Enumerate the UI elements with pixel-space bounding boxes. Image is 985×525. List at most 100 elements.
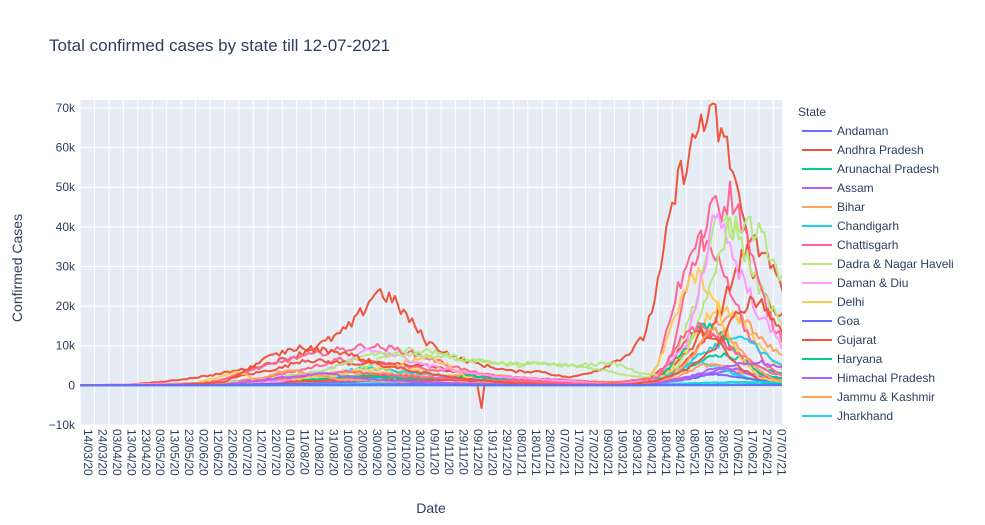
x-tick-label: 07/02/21 bbox=[558, 429, 572, 476]
y-tick-label: 0 bbox=[68, 378, 75, 392]
legend-label: Chandigarh bbox=[837, 219, 899, 233]
legend-label: Jammu & Kashmir bbox=[837, 390, 935, 404]
x-tick-label: 10/10/20 bbox=[384, 429, 398, 476]
x-tick-label: 30/10/20 bbox=[413, 429, 427, 476]
x-tick-label: 20/10/20 bbox=[399, 429, 413, 476]
legend-item: Andaman bbox=[802, 124, 888, 138]
x-tick-label: 03/04/20 bbox=[110, 429, 124, 476]
x-tick-label: 30/09/20 bbox=[370, 429, 384, 476]
x-tick-label: 10/09/20 bbox=[341, 429, 355, 476]
legend-item: Assam bbox=[802, 181, 874, 195]
legend-label: Arunachal Pradesh bbox=[837, 162, 939, 176]
x-tick-label: 19/03/21 bbox=[615, 429, 629, 476]
x-tick-label: 27/06/21 bbox=[760, 429, 774, 476]
legend-label: Andhra Pradesh bbox=[837, 143, 924, 157]
legend-item: Dadra & Nagar Haveli bbox=[802, 257, 954, 271]
x-tick-label: 27/02/21 bbox=[587, 429, 601, 476]
x-tick-label: 01/08/20 bbox=[283, 429, 297, 476]
legend-label: Chattisgarh bbox=[837, 238, 898, 252]
x-tick-label: 23/05/20 bbox=[182, 429, 196, 476]
legend-item: Gujarat bbox=[802, 333, 877, 347]
x-tick-label: 13/05/20 bbox=[168, 429, 182, 476]
x-tick-label: 29/11/20 bbox=[457, 429, 471, 475]
y-tick-label: 10k bbox=[56, 339, 76, 353]
x-tick-label: 29/12/20 bbox=[500, 429, 514, 476]
x-tick-label: 21/08/20 bbox=[312, 429, 326, 476]
y-tick-label: −10k bbox=[49, 418, 76, 432]
y-tick-label: 60k bbox=[56, 141, 76, 155]
legend-item: Haryana bbox=[802, 352, 883, 366]
y-tick-label: 70k bbox=[56, 101, 76, 115]
legend-label: Jharkhand bbox=[837, 409, 893, 423]
y-tick-label: 50k bbox=[56, 180, 76, 194]
x-tick-label: 28/05/21 bbox=[717, 429, 731, 476]
y-tick-label: 20k bbox=[56, 299, 76, 313]
x-tick-label: 07/07/21 bbox=[774, 429, 788, 476]
x-tick-label: 14/03/20 bbox=[81, 429, 95, 476]
x-tick-label: 08/01/21 bbox=[514, 429, 528, 476]
x-tick-label: 09/11/20 bbox=[428, 429, 442, 475]
x-tick-label: 28/04/21 bbox=[673, 429, 687, 476]
legend-item: Bihar bbox=[802, 200, 865, 214]
chart-title: Total confirmed cases by state till 12-0… bbox=[49, 36, 390, 55]
x-tick-label: 18/04/21 bbox=[659, 429, 673, 476]
x-tick-label: 28/01/21 bbox=[543, 429, 557, 476]
x-tick-label: 22/07/20 bbox=[269, 429, 283, 476]
legend-item: Arunachal Pradesh bbox=[802, 162, 939, 176]
x-tick-label: 08/05/21 bbox=[688, 429, 702, 476]
x-tick-label: 24/03/20 bbox=[95, 429, 109, 476]
x-tick-label: 09/03/21 bbox=[601, 429, 615, 476]
y-tick-label: 30k bbox=[56, 259, 76, 273]
x-tick-label: 17/02/21 bbox=[572, 429, 586, 476]
legend-label: Andaman bbox=[837, 124, 888, 138]
x-tick-label: 03/05/20 bbox=[153, 429, 167, 476]
x-tick-label: 11/08/20 bbox=[298, 429, 312, 475]
x-axis-title: Date bbox=[416, 500, 446, 516]
series-group bbox=[80, 102, 782, 409]
x-tick-label: 23/04/20 bbox=[139, 429, 153, 476]
x-tick-label: 17/06/21 bbox=[745, 429, 759, 476]
x-tick-label: 20/09/20 bbox=[355, 429, 369, 476]
legend-label: Dadra & Nagar Haveli bbox=[837, 257, 954, 271]
series-line bbox=[80, 295, 782, 387]
x-tick-label: 29/03/21 bbox=[630, 429, 644, 476]
x-tick-label: 02/07/20 bbox=[240, 429, 254, 476]
x-tick-label: 08/04/21 bbox=[644, 429, 658, 476]
x-tick-label: 02/06/20 bbox=[197, 429, 211, 476]
legend-item: Daman & Diu bbox=[802, 276, 908, 290]
y-axis-title: Confirmed Cases bbox=[9, 214, 25, 322]
legend-item: Jammu & Kashmir bbox=[802, 390, 935, 404]
legend-item: Jharkhand bbox=[802, 409, 893, 423]
legend-title: State bbox=[798, 105, 826, 119]
legend-label: Goa bbox=[837, 314, 860, 328]
legend-item: Delhi bbox=[802, 295, 864, 309]
legend-item: Himachal Pradesh bbox=[802, 371, 935, 385]
x-tick-label: 18/01/21 bbox=[529, 429, 543, 476]
x-tick-label: 07/06/21 bbox=[731, 429, 745, 476]
legend-label: Assam bbox=[837, 181, 874, 195]
y-tick-label: 40k bbox=[56, 220, 76, 234]
legend-label: Himachal Pradesh bbox=[837, 371, 935, 385]
x-tick-label: 19/12/20 bbox=[485, 429, 499, 476]
x-tick-label: 18/05/21 bbox=[702, 429, 716, 476]
legend-item: Chandigarh bbox=[802, 219, 899, 233]
legend-label: Daman & Diu bbox=[837, 276, 908, 290]
legend-label: Haryana bbox=[837, 352, 883, 366]
legend-label: Bihar bbox=[837, 200, 865, 214]
legend-item: Goa bbox=[802, 314, 860, 328]
legend-item: Andhra Pradesh bbox=[802, 143, 924, 157]
x-tick-label: 13/04/20 bbox=[124, 429, 138, 476]
x-tick-label: 31/08/20 bbox=[327, 429, 341, 476]
series-line bbox=[80, 102, 782, 387]
legend: State Andaman Andhra Pradesh Arunachal Prad… bbox=[798, 105, 954, 423]
legend-label: Delhi bbox=[837, 295, 864, 309]
x-tick-label: 09/12/20 bbox=[471, 429, 485, 476]
x-tick-label: 22/06/20 bbox=[225, 429, 239, 476]
x-tick-label: 12/07/20 bbox=[254, 429, 268, 476]
x-tick-label: 19/11/20 bbox=[442, 429, 456, 475]
plot-area: −10k 0 10k 20k 30k 40k 50k 60k 70k 14/03/20 24/03/… bbox=[49, 100, 788, 476]
legend-label: Gujarat bbox=[837, 333, 877, 347]
x-tick-label: 12/06/20 bbox=[211, 429, 225, 476]
legend-item: Chattisgarh bbox=[802, 238, 898, 252]
